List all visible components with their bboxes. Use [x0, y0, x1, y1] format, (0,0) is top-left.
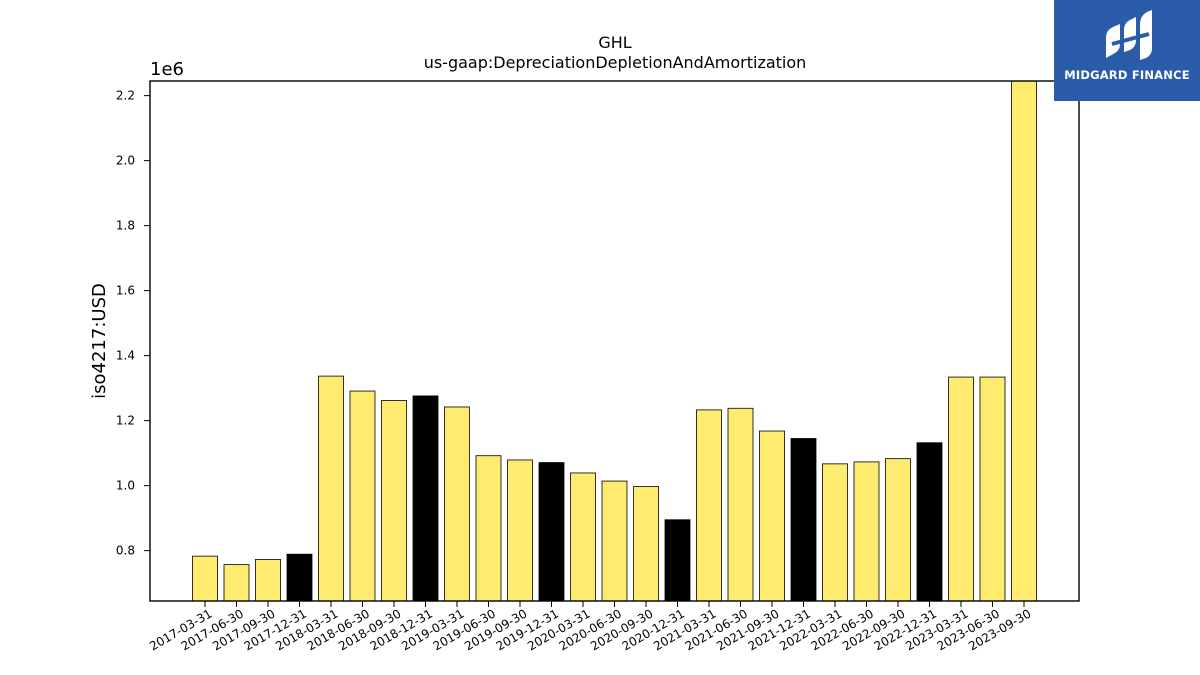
bar-2020-06-30	[601, 480, 628, 602]
bar-2020-09-30	[633, 486, 659, 602]
bar-2022-03-31	[822, 463, 848, 602]
bar-2023-03-31	[948, 376, 974, 602]
bar-2022-09-30	[885, 458, 911, 602]
x-axis: 2017-03-312017-06-302017-09-302017-12-31…	[147, 601, 1034, 653]
chart-title: GHL	[598, 33, 631, 52]
bar-2017-09-30	[255, 559, 281, 602]
y-tick-label: 1.0	[116, 479, 135, 493]
bar-2022-06-30	[853, 461, 880, 602]
y-tick-label: 1.4	[116, 349, 135, 363]
bar-2019-09-30	[507, 459, 533, 602]
bar-2017-03-31	[192, 555, 218, 602]
y-tick-label: 2.2	[116, 89, 135, 103]
bar-2021-06-30	[727, 407, 754, 602]
bar-2022-12-31	[916, 442, 943, 602]
logo-text: MIDGARD FINANCE	[1064, 68, 1190, 82]
plot-frame	[149, 80, 1080, 602]
y-axis: 0.8 1.0 1.2 1.4 1.6 1.8 2.0 2.2	[116, 89, 150, 558]
bar-2023-06-30	[979, 376, 1006, 602]
bar-2020-12-31	[664, 519, 691, 602]
bar-2021-12-31	[790, 438, 817, 602]
y-tick-label: 2.0	[116, 154, 135, 168]
bar-2019-12-31	[538, 462, 565, 602]
bar-2019-06-30	[475, 455, 502, 602]
bar-2021-09-30	[759, 430, 785, 602]
y-offset-label: 1e6	[150, 59, 184, 80]
bar-2021-03-31	[696, 409, 722, 602]
y-tick-label: 1.6	[116, 284, 135, 298]
bar-2018-12-31	[412, 395, 439, 602]
bar-2023-09-30	[1011, 80, 1037, 602]
bar-2017-06-30	[223, 564, 250, 602]
midgard-finance-logo: MIDGARD FINANCE	[1054, 0, 1200, 101]
logo-mark-icon	[1106, 10, 1152, 60]
bar-2017-12-31	[286, 553, 313, 602]
y-axis-label: iso4217:USD	[89, 283, 110, 399]
bars-group	[192, 80, 1037, 602]
y-tick-label: 1.2	[116, 414, 135, 428]
bar-2018-03-31	[318, 375, 344, 602]
y-tick-label: 0.8	[116, 544, 135, 558]
y-tick-label: 1.8	[116, 219, 135, 233]
chart-subtitle: us-gaap:DepreciationDepletionAndAmortiza…	[424, 53, 807, 72]
bar-2018-06-30	[349, 390, 376, 602]
bar-2018-09-30	[381, 400, 407, 602]
bar-2020-03-31	[570, 472, 596, 602]
bar-2019-03-31	[444, 406, 470, 602]
